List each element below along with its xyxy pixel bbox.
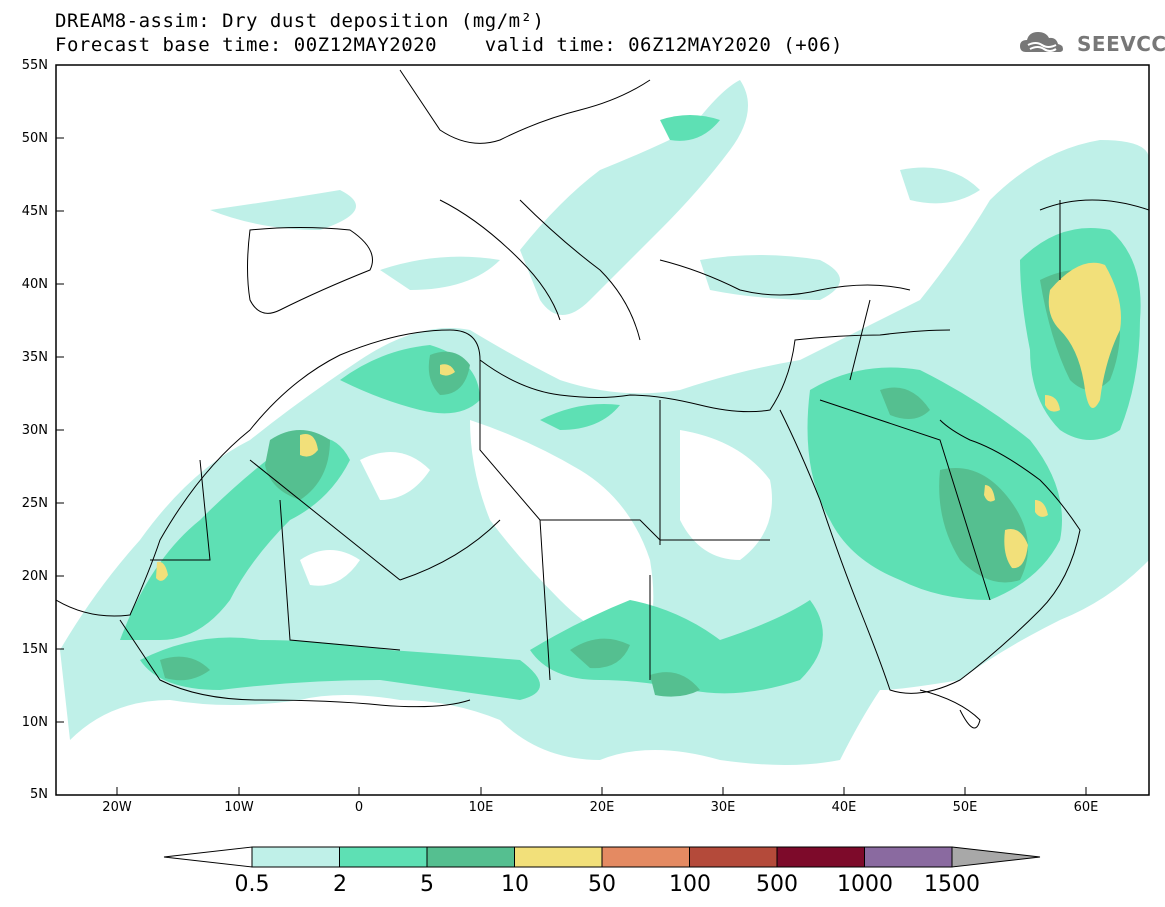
colorbar-label: 1500 <box>924 872 980 897</box>
lon-label: 20W <box>102 800 132 815</box>
logo-text: SEEVCCC <box>1077 32 1165 56</box>
colorbar-label: 1000 <box>837 872 893 897</box>
colorbar-label: 2 <box>333 872 347 897</box>
lon-label: 40E <box>831 800 857 815</box>
colorbar-label: 10 <box>501 872 529 897</box>
colorbar-label: 50 <box>588 872 616 897</box>
lat-label: 20N <box>21 569 48 584</box>
dust-deposition-field <box>60 80 1149 765</box>
colorbar-swatch <box>689 846 778 868</box>
colorbar-arrow-low <box>163 846 253 868</box>
coastlines-and-borders <box>56 69 1149 729</box>
colorbar-swatch <box>426 846 515 868</box>
lon-label: 60E <box>1073 800 1099 815</box>
cloud-icon <box>1020 32 1063 52</box>
colorbar-swatch <box>864 846 953 868</box>
lon-label: 0 <box>354 800 364 815</box>
lat-label: 50N <box>21 131 48 146</box>
colorbar-label: 0.5 <box>234 872 270 897</box>
colorbar-label: 100 <box>669 872 711 897</box>
lat-label: 10N <box>21 715 48 730</box>
colorbar-label: 5 <box>420 872 434 897</box>
lon-label: 50E <box>952 800 978 815</box>
lat-label: 15N <box>21 642 48 657</box>
colorbar <box>163 846 1041 868</box>
colorbar-swatch <box>339 846 428 868</box>
lat-label: 35N <box>21 350 48 365</box>
map-title: DREAM8-assim: Dry dust deposition (mg/m²… <box>55 10 545 32</box>
deposition-level-10 <box>156 262 1121 581</box>
axis-ticks <box>56 64 1087 795</box>
lat-label: 40N <box>21 277 48 292</box>
lon-label: 30E <box>710 800 736 815</box>
lon-label: 20E <box>589 800 615 815</box>
colorbar-swatch <box>251 846 340 868</box>
lat-label: 5N <box>30 787 48 802</box>
lat-label: 45N <box>21 204 48 219</box>
forecast-time-subtitle: Forecast base time: 00Z12MAY2020 valid t… <box>55 34 843 56</box>
lat-label: 25N <box>21 496 48 511</box>
deposition-gaps <box>300 420 772 650</box>
colorbar-swatch <box>601 846 690 868</box>
colorbar-swatch <box>776 846 865 868</box>
lat-label: 30N <box>21 423 48 438</box>
colorbar-arrow-high <box>951 846 1041 868</box>
colorbar-swatch <box>514 846 603 868</box>
lat-label: 55N <box>21 58 48 73</box>
lon-label: 10W <box>224 800 254 815</box>
lon-label: 10E <box>468 800 494 815</box>
colorbar-label: 500 <box>756 872 798 897</box>
